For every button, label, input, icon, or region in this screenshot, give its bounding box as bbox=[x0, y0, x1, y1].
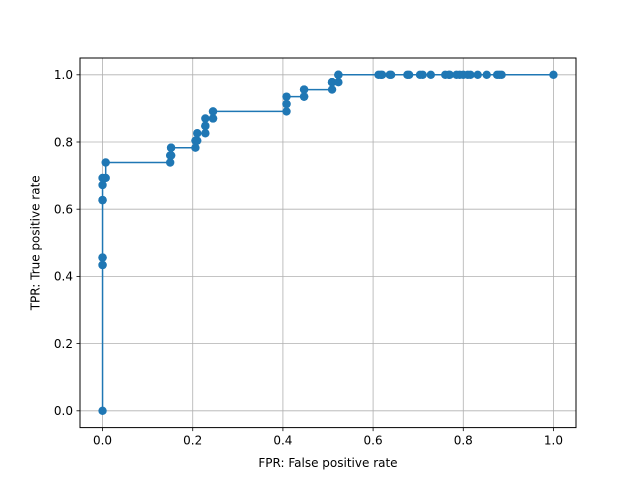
y-tick-label: 0.8 bbox=[54, 135, 73, 149]
roc-point bbox=[208, 107, 218, 116]
roc-point bbox=[418, 70, 427, 80]
ticks: 0.0 0.2 0.4 0.6 0.8 1.0 0.0 0.2 0.4 0.6 0.8 1.0 bbox=[54, 68, 563, 448]
y-tick-label: 1.0 bbox=[54, 68, 73, 82]
roc-point bbox=[201, 129, 210, 138]
roc-point bbox=[98, 180, 107, 190]
y-axis-label: TPR: True positive rate bbox=[29, 175, 43, 311]
y-tick-label: 0.0 bbox=[54, 404, 73, 418]
x-tick-label: 0.4 bbox=[273, 434, 292, 448]
x-tick-label: 1.0 bbox=[544, 434, 563, 448]
y-tick-label: 0.6 bbox=[54, 203, 73, 217]
roc-point bbox=[327, 85, 337, 94]
roc-point bbox=[327, 77, 337, 87]
roc-point bbox=[98, 260, 107, 270]
roc-point bbox=[497, 70, 506, 80]
axes-frame bbox=[79, 57, 577, 429]
roc-point bbox=[193, 136, 202, 145]
series-layer bbox=[98, 70, 558, 415]
roc-point bbox=[282, 99, 291, 109]
roc-point bbox=[466, 70, 475, 80]
x-tick-label: 0.6 bbox=[364, 434, 383, 448]
x-tick-label: 0.8 bbox=[454, 434, 473, 448]
roc-point bbox=[299, 92, 309, 101]
roc-point bbox=[482, 70, 491, 80]
roc-point bbox=[334, 70, 343, 80]
roc-point bbox=[473, 70, 482, 80]
roc-point bbox=[404, 70, 414, 80]
x-tick-label: 0.0 bbox=[93, 434, 112, 448]
roc-point bbox=[98, 253, 107, 262]
grid bbox=[80, 58, 576, 428]
roc-point bbox=[426, 70, 436, 80]
roc-point bbox=[282, 107, 291, 116]
roc-point bbox=[166, 151, 176, 160]
roc-point bbox=[208, 114, 218, 123]
roc-point bbox=[98, 195, 107, 205]
roc-point bbox=[98, 406, 107, 415]
roc-point bbox=[193, 129, 202, 138]
y-tick-label: 0.4 bbox=[54, 270, 73, 284]
y-tick-label: 0.2 bbox=[54, 337, 73, 351]
roc-point bbox=[166, 143, 176, 152]
roc-point bbox=[549, 70, 558, 80]
roc-point bbox=[165, 158, 175, 167]
roc-point bbox=[282, 92, 291, 101]
roc-point bbox=[334, 77, 343, 87]
roc-point bbox=[101, 173, 110, 183]
roc-point bbox=[101, 158, 110, 167]
roc-point bbox=[377, 70, 387, 80]
roc-point bbox=[386, 70, 396, 80]
x-tick-label: 0.2 bbox=[183, 434, 202, 448]
roc-point bbox=[445, 70, 454, 80]
roc-point bbox=[201, 121, 210, 131]
x-axis-label: FPR: False positive rate bbox=[258, 456, 397, 470]
roc-point bbox=[201, 114, 210, 123]
roc-point bbox=[299, 85, 309, 94]
roc-point bbox=[191, 143, 200, 152]
